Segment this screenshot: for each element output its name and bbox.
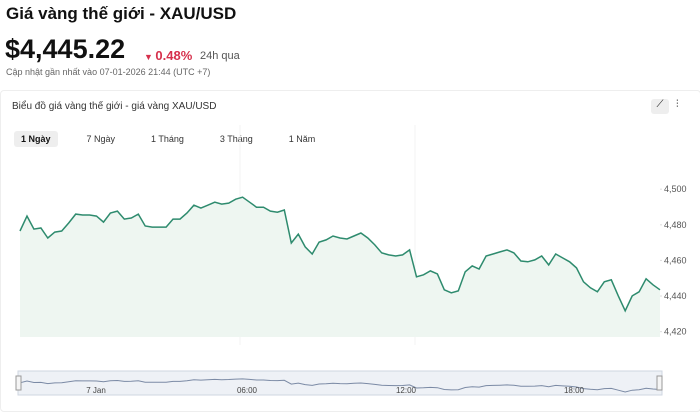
period: 24h qua	[200, 50, 240, 62]
price: $4,445.22	[5, 34, 126, 64]
nav-handle-left	[15, 375, 22, 391]
y-tick-label: 4,420	[664, 327, 687, 337]
page: Giá vàng thế giới - XAU/USD $4,445.22 ▼ …	[0, 4, 700, 412]
navigator	[17, 370, 663, 396]
y-tick-label: 4,480	[664, 220, 687, 230]
change-value: 0.48%	[155, 48, 193, 63]
tab[interactable]: 7 Ngày	[86, 134, 116, 144]
change: ▼ 0.48%	[144, 48, 193, 63]
page-title: Giá vàng thế giới - XAU/USD	[6, 4, 237, 23]
navigator-line	[19, 378, 661, 393]
y-tick-label: 4,440	[664, 291, 687, 301]
y-tick-label: 4,460	[664, 255, 687, 265]
chart: 4,420 4,440 4,460 4,480 4,500 7 Jan 06:00 12:00…	[15, 125, 687, 396]
nav-handle-right	[656, 375, 663, 391]
navigator-label: 06:00	[237, 386, 258, 395]
card-title: Biểu đồ giá vàng thế giới - giá vàng XAU…	[12, 101, 217, 112]
navigator-label: 12:00	[396, 386, 417, 395]
area	[20, 197, 660, 337]
update-time: Cập nhật gần nhất vào 07-01-2026 21:44 (…	[6, 67, 211, 77]
tab[interactable]: 1 Ngày	[14, 131, 58, 147]
candle-icon[interactable]: ⫶	[676, 99, 679, 110]
tab[interactable]: 1 Năm	[288, 134, 316, 144]
tabs: 1 Ngày 7 Ngày 1 Tháng 3 Tháng 1 Năm	[14, 131, 336, 147]
y-tick-label: 4,500	[664, 184, 687, 194]
tab[interactable]: 1 Tháng	[151, 134, 184, 144]
navigator-label: 18:00	[564, 386, 585, 395]
navigator-label: 7 Jan	[86, 386, 106, 395]
price-line	[19, 196, 661, 313]
line-icon[interactable]: ⟋	[651, 99, 669, 114]
tab[interactable]: 3 Tháng	[219, 134, 253, 144]
